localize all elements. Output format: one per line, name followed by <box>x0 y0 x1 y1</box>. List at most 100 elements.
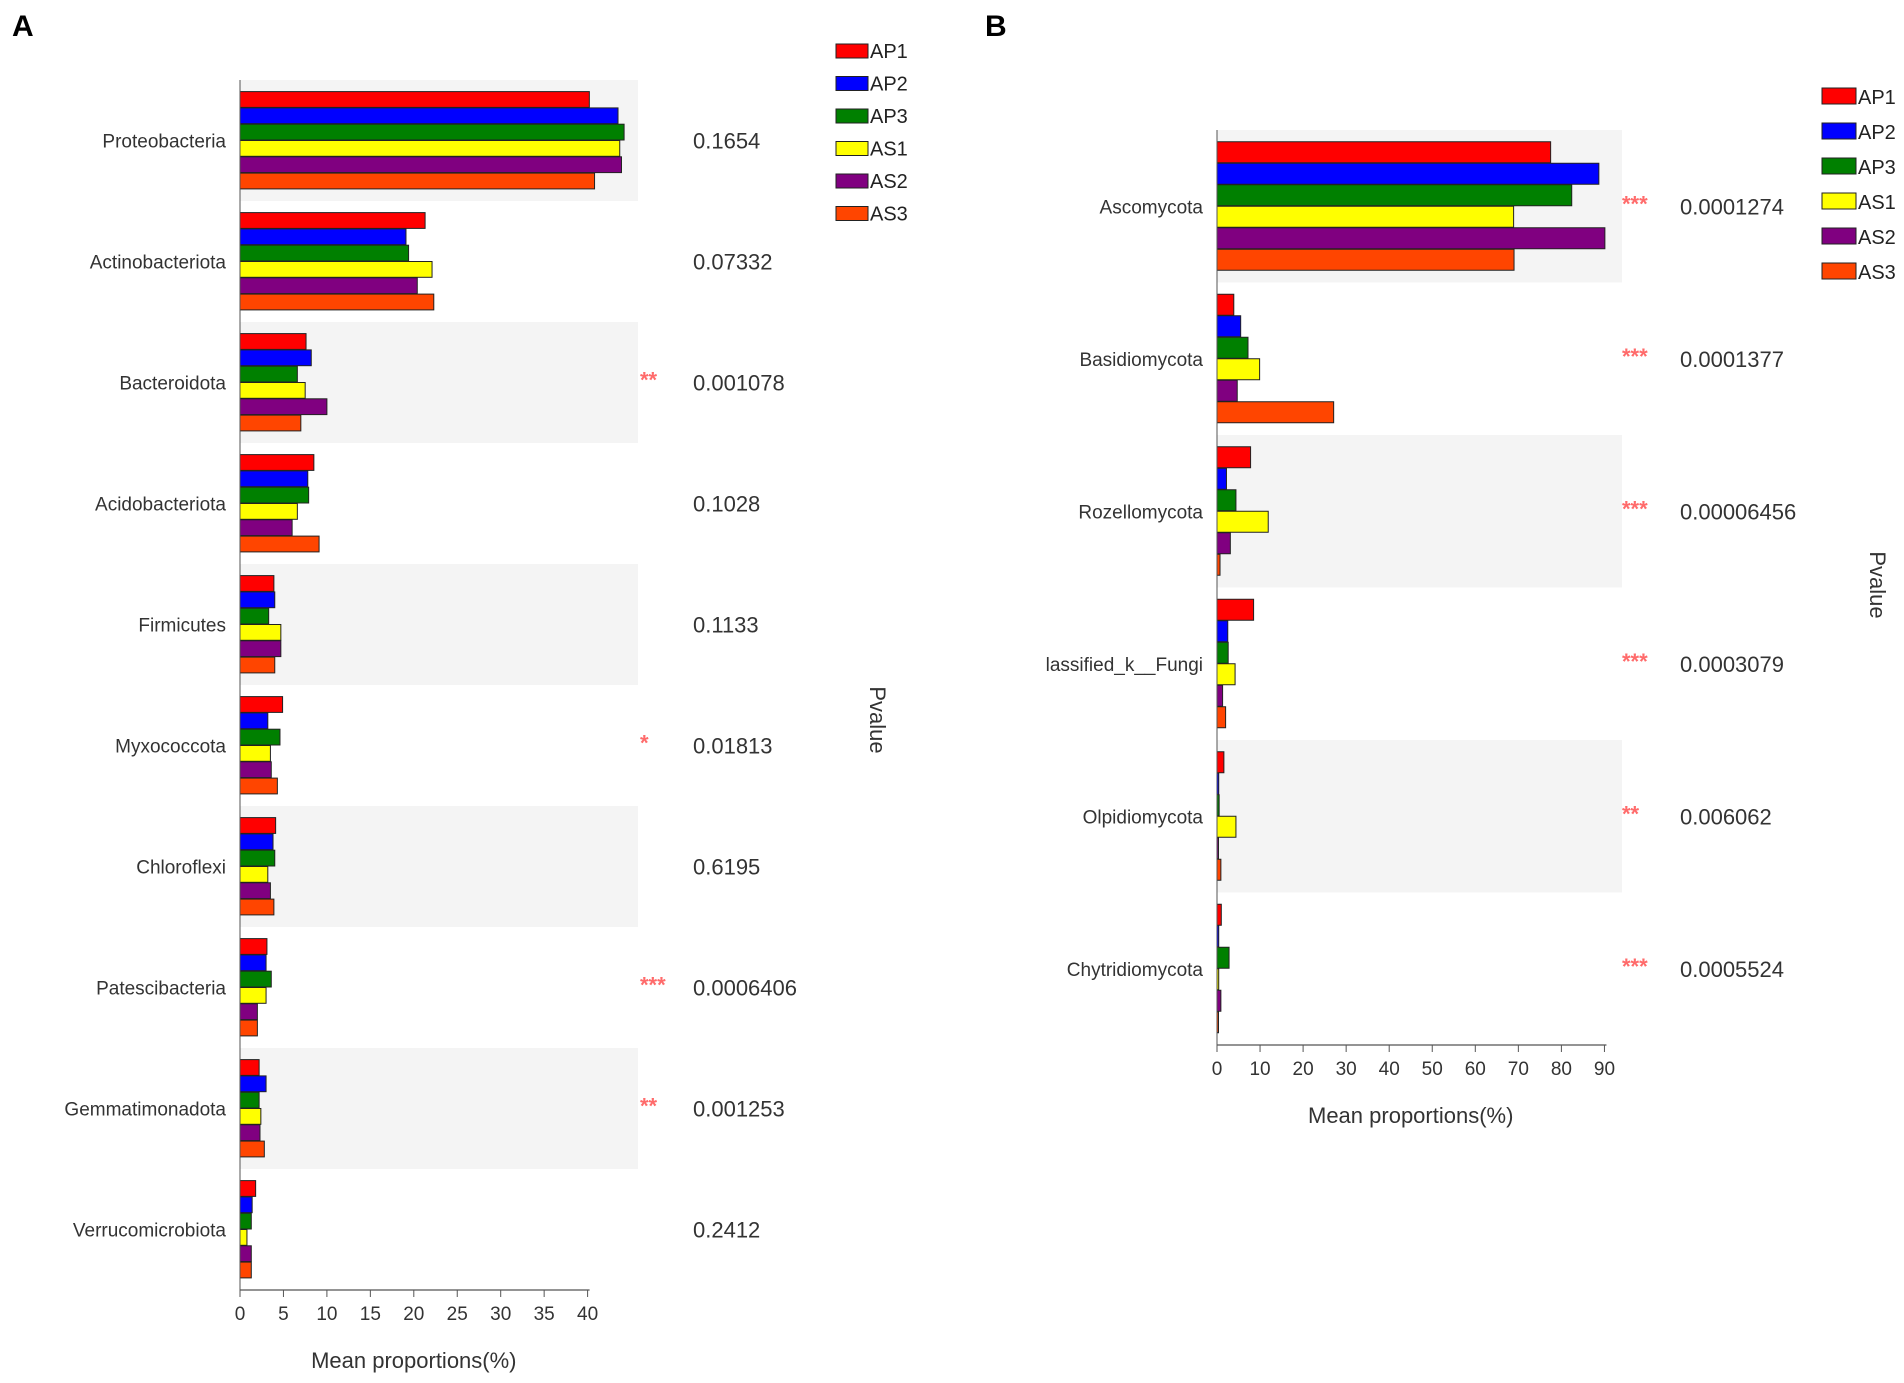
category-label: Actinobacteriota <box>90 253 227 274</box>
pvalue-label: 0.00006456 <box>1680 499 1796 524</box>
bar-as1 <box>239 261 433 278</box>
bar-ap3 <box>239 849 276 867</box>
category-label: Gemmatimonadota <box>64 1100 226 1121</box>
x-tick-label: 30 <box>490 1304 511 1325</box>
bar-as3 <box>239 414 302 432</box>
bar-as2 <box>239 1124 261 1142</box>
bar-as3 <box>239 172 596 190</box>
pvalue-label: 0.1133 <box>693 613 759 638</box>
legend-label-as3: AS3 <box>870 204 908 226</box>
significance-stars: *** <box>1622 496 1648 521</box>
category-band <box>240 564 638 685</box>
bar-as2 <box>239 519 293 537</box>
category-label: Verrucomicrobiota <box>73 1221 227 1242</box>
bar-ap1 <box>239 1180 257 1197</box>
bar-ap1 <box>1216 293 1235 316</box>
legend-swatch-as3 <box>835 206 869 221</box>
bar-as1 <box>239 624 282 641</box>
legend-swatch-ap3 <box>835 108 869 124</box>
pvalue-label: 0.07332 <box>693 250 773 275</box>
bar-ap3 <box>239 970 272 988</box>
legend-label-as2: AS2 <box>1858 227 1896 249</box>
category-label: Myxococcota <box>115 737 226 758</box>
legend-swatch-as3 <box>1821 262 1857 280</box>
significance-stars: *** <box>1622 191 1648 216</box>
pvalue-label: 0.0006406 <box>693 976 797 1001</box>
bar-as3 <box>1216 858 1222 881</box>
bar-as2 <box>239 640 282 658</box>
legend-label-ap2: AP2 <box>1858 122 1896 144</box>
pvalue-label: 0.0005524 <box>1680 957 1784 982</box>
pvalue-label: 0.1028 <box>693 492 760 517</box>
bar-as1 <box>239 382 306 399</box>
legend-swatch-ap1 <box>1821 87 1857 105</box>
bar-ap1 <box>239 212 426 229</box>
category-label: Patescibacteria <box>96 979 226 1000</box>
pvalue-label: 0.2412 <box>693 1218 760 1243</box>
pvalue-label: 0.0001377 <box>1680 347 1784 372</box>
bar-as1 <box>239 1229 248 1246</box>
x-tick-label: 40 <box>577 1304 598 1325</box>
bar-as3 <box>239 777 278 795</box>
category-label: Chloroflexi <box>136 858 226 879</box>
significance-stars: * <box>640 731 649 756</box>
legend-swatch-ap3 <box>1821 157 1857 175</box>
pvalue-label: 0.6195 <box>693 855 760 880</box>
bar-ap1 <box>239 817 277 834</box>
bar-ap2 <box>239 107 619 125</box>
bar-ap1 <box>239 91 590 108</box>
x-tick-label: 10 <box>1249 1059 1270 1080</box>
x-tick-label: 10 <box>316 1304 337 1325</box>
bar-ap3 <box>239 486 310 504</box>
category-band <box>240 1048 638 1169</box>
bar-as3 <box>239 1261 252 1279</box>
bar-ap2 <box>239 349 312 367</box>
bar-ap2 <box>239 833 274 851</box>
bar-ap2 <box>1216 315 1242 338</box>
x-tick-label: 5 <box>278 1304 289 1325</box>
panel-b-letter: B <box>985 10 1007 43</box>
legend-swatch-as1 <box>1821 192 1857 210</box>
bar-as1 <box>239 745 271 762</box>
bar-as3 <box>239 656 276 674</box>
legend-swatch-as1 <box>835 141 869 156</box>
category-label: Bacteroidota <box>119 374 226 395</box>
x-tick-label: 90 <box>1594 1059 1615 1080</box>
bar-as2 <box>239 156 622 174</box>
x-tick-label: 40 <box>1379 1059 1400 1080</box>
bar-ap2 <box>239 954 267 972</box>
bar-ap1 <box>239 1059 260 1076</box>
category-label: Ascomycota <box>1100 197 1204 218</box>
significance-stars: *** <box>1622 344 1648 369</box>
legend-label-ap3: AP3 <box>870 106 908 128</box>
x-tick-label: 35 <box>534 1304 555 1325</box>
bar-ap3 <box>239 244 410 262</box>
bar-ap2 <box>1216 467 1227 490</box>
significance-stars: ** <box>1622 801 1640 826</box>
pvalue-label: 0.006062 <box>1680 804 1772 829</box>
bar-as1 <box>1216 205 1515 228</box>
category-label: Olpidiomycota <box>1083 807 1204 828</box>
bar-as3 <box>239 535 320 553</box>
bar-ap2 <box>239 591 276 609</box>
category-label: lassified_k__Fungi <box>1046 655 1203 676</box>
pvalue-label: 0.1654 <box>693 129 760 154</box>
bar-as3 <box>239 1140 265 1158</box>
bar-as3 <box>239 898 275 916</box>
legend-swatch-ap2 <box>1821 122 1857 140</box>
bar-ap3 <box>239 607 270 625</box>
bar-as2 <box>1216 227 1606 250</box>
bar-ap2 <box>239 1075 267 1093</box>
bar-as1 <box>239 987 267 1004</box>
legend-label-as2: AS2 <box>870 171 908 193</box>
legend-label-ap1: AP1 <box>870 41 908 63</box>
legend-label-as1: AS1 <box>870 139 908 161</box>
bar-ap2 <box>239 228 407 246</box>
bar-ap3 <box>239 1212 252 1230</box>
legend-label-ap2: AP2 <box>870 74 908 96</box>
bar-as2 <box>1216 532 1231 555</box>
bar-ap1 <box>239 454 315 471</box>
bar-as1 <box>239 1108 262 1125</box>
bar-ap1 <box>1216 141 1552 164</box>
bar-ap1 <box>1216 446 1252 469</box>
